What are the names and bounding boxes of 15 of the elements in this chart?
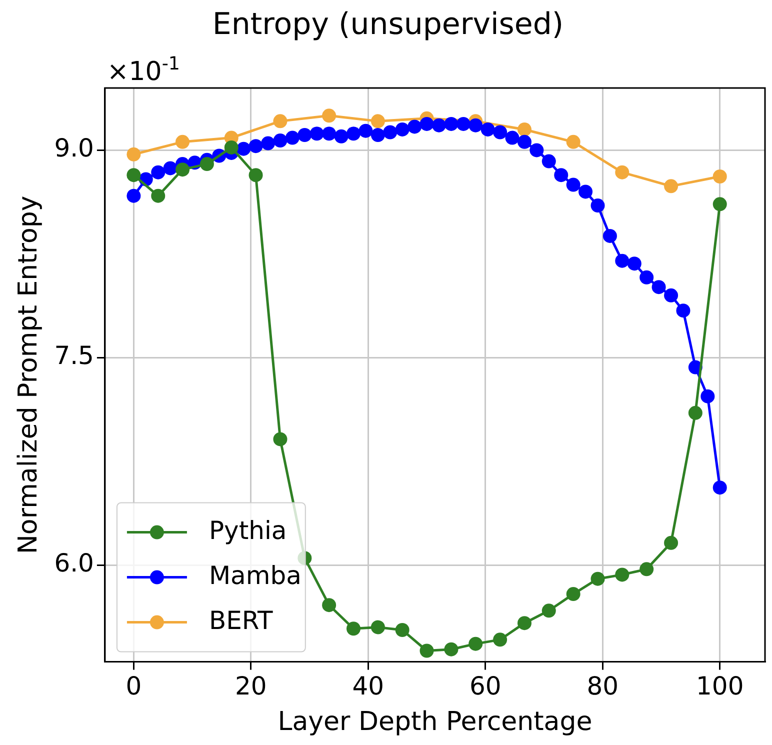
legend-label: Mamba <box>208 560 302 590</box>
legend-label: Pythia <box>208 516 287 545</box>
x-tick-label: 0 <box>126 671 142 700</box>
x-tick-label: 80 <box>586 671 619 700</box>
x-tick-label: 100 <box>696 671 744 700</box>
chart-title: Entropy (unsupervised) <box>212 6 564 42</box>
y-axis-title: Normalized Prompt Entropy <box>13 196 44 554</box>
y-tick-label: 6.0 <box>54 548 94 578</box>
x-tick-label: 20 <box>235 671 267 700</box>
y-tick-label: 9.0 <box>54 134 94 163</box>
x-tick-label: 40 <box>352 671 384 700</box>
x-axis-title: Layer Depth Percentage <box>278 707 592 738</box>
legend-label: BERT <box>208 606 274 635</box>
x-tick-label: 60 <box>469 671 502 700</box>
y-tick-label: 7.5 <box>54 341 94 370</box>
